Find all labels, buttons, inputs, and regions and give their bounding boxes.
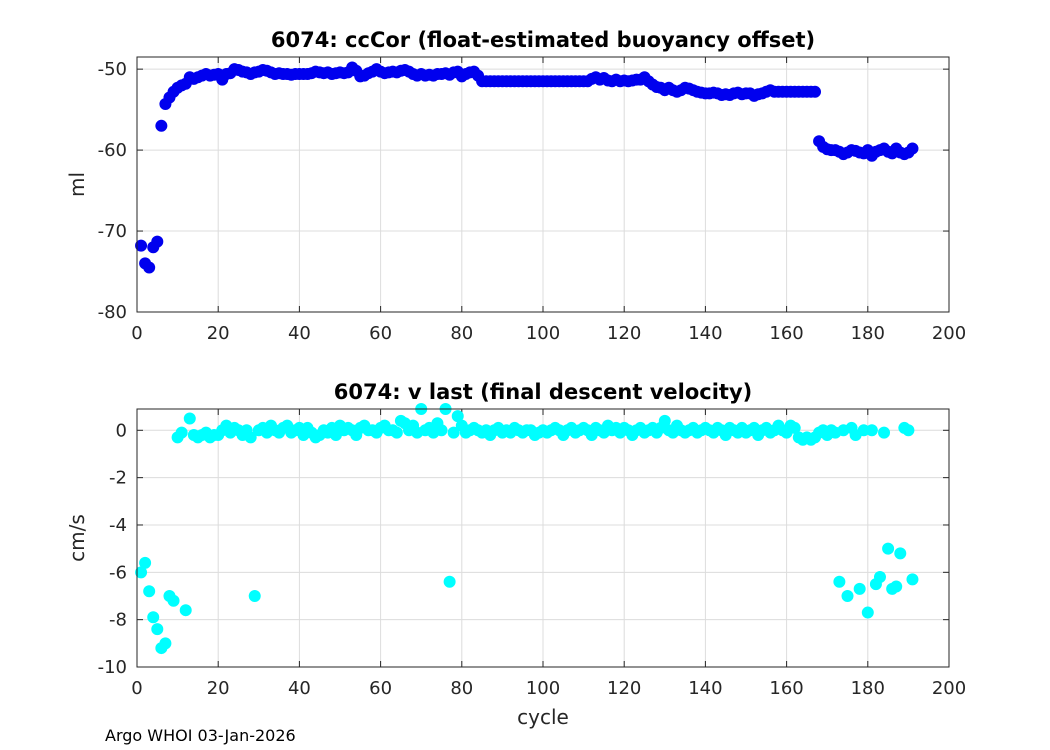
cccor-x-tick-label: 80 xyxy=(450,323,473,344)
vlast-data-point xyxy=(179,604,192,617)
vlast-panel: 0 20 40 60 80 100 120 140 160 180 200 -10 -8 -6 -4 -2 0 6… xyxy=(65,380,966,729)
cccor-x-tick-label: 40 xyxy=(288,323,311,344)
cccor-data-point xyxy=(143,261,156,274)
cccor-chart-title: 6074: ccCor (float-estimated buoyancy of… xyxy=(271,28,815,52)
vlast-x-tick-label: 180 xyxy=(851,678,885,699)
cccor-x-tick-label: 200 xyxy=(932,323,966,344)
cccor-x-tick-label: 160 xyxy=(769,323,803,344)
vlast-data-point xyxy=(906,573,919,586)
vlast-data-point xyxy=(902,424,915,437)
vlast-data-point xyxy=(447,426,460,439)
cccor-data-point xyxy=(151,235,164,248)
vlast-x-tick-label: 120 xyxy=(607,678,641,699)
vlast-x-tick-label: 60 xyxy=(369,678,392,699)
vlast-y-tick-label: -4 xyxy=(109,515,127,536)
vlast-x-tick-label: 20 xyxy=(207,678,230,699)
ccCor-panel: 0 20 40 60 80 100 120 140 160 180 200 -80 -70 -60 -50 6… xyxy=(65,28,966,344)
vlast-x-tick-label: 40 xyxy=(288,678,311,699)
footer-credit: Argo WHOI 03-Jan-2026 xyxy=(105,726,296,745)
vlast-data-point xyxy=(139,556,152,569)
cccor-data-point xyxy=(906,142,919,155)
vlast-data-point xyxy=(878,426,891,439)
cccor-y-tick-label: -50 xyxy=(98,59,127,80)
vlast-y-tick-label: -10 xyxy=(98,657,127,678)
vlast-chart-title: 6074: v last (final descent velocity) xyxy=(334,380,752,404)
vlast-data-point xyxy=(248,589,261,602)
vlast-data-point xyxy=(853,582,866,595)
vlast-y-tick-label: -2 xyxy=(109,468,127,489)
vlast-data-point xyxy=(147,611,160,624)
cccor-data-point xyxy=(809,85,822,98)
cccor-x-tick-label: 20 xyxy=(207,323,230,344)
vlast-y-tick-label: -6 xyxy=(109,562,127,583)
vlast-data-point xyxy=(894,547,907,560)
vlast-x-tick-label: 80 xyxy=(450,678,473,699)
vlast-data-point xyxy=(183,412,196,425)
cccor-y-axis-label: ml xyxy=(65,172,89,197)
vlast-data-point xyxy=(890,580,903,593)
cccor-y-tick-label: -60 xyxy=(98,140,127,161)
vlast-data-point xyxy=(175,426,188,439)
vlast-data-point xyxy=(244,431,257,444)
vlast-data-point xyxy=(167,594,180,607)
vlast-data-point xyxy=(873,571,886,584)
vlast-x-tick-label: 100 xyxy=(526,678,560,699)
vlast-y-tick-label: -8 xyxy=(109,610,127,631)
vlast-x-tick-label: 160 xyxy=(769,678,803,699)
vlast-data-point xyxy=(435,424,448,437)
vlast-data-point xyxy=(865,424,878,437)
vlast-y-axis-label: cm/s xyxy=(65,514,89,562)
vlast-data-point xyxy=(833,575,846,588)
cccor-y-tick-label: -80 xyxy=(98,302,127,323)
vlast-data-point xyxy=(882,542,895,555)
vlast-x-axis-label: cycle xyxy=(517,705,569,729)
vlast-data-point xyxy=(159,637,172,650)
cccor-data-point xyxy=(155,119,168,132)
vlast-y-tick-label: 0 xyxy=(116,420,127,441)
vlast-data-point xyxy=(841,589,854,602)
vlast-data-point xyxy=(443,575,456,588)
vlast-x-tick-label: 0 xyxy=(131,678,142,699)
cccor-x-tick-label: 180 xyxy=(851,323,885,344)
cccor-y-tick-label: -70 xyxy=(98,221,127,242)
vlast-data-point xyxy=(390,426,403,439)
vlast-x-tick-label: 200 xyxy=(932,678,966,699)
vlast-x-tick-label: 140 xyxy=(688,678,722,699)
cccor-x-tick-label: 120 xyxy=(607,323,641,344)
vlast-data-point xyxy=(151,623,164,636)
cccor-axes-frame xyxy=(136,56,950,313)
cccor-x-tick-label: 60 xyxy=(369,323,392,344)
cccor-x-tick-label: 100 xyxy=(526,323,560,344)
vlast-data-point xyxy=(143,585,156,598)
vlast-data-point xyxy=(861,606,874,619)
cccor-data-point xyxy=(135,239,148,252)
cccor-x-tick-label: 0 xyxy=(131,323,142,344)
cccor-x-tick-label: 140 xyxy=(688,323,722,344)
vlast-axes-frame xyxy=(136,408,950,668)
